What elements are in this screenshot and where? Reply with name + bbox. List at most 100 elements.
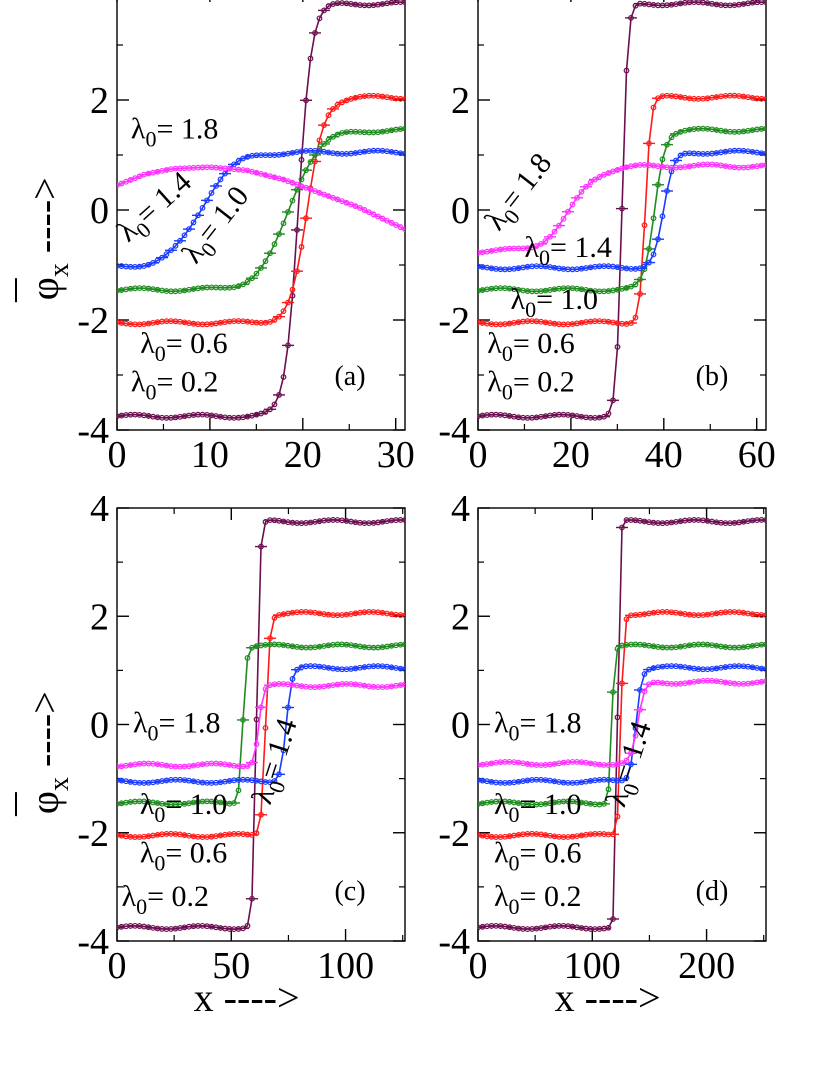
data-point <box>641 263 648 270</box>
data-point <box>650 251 657 258</box>
x-tick-label: 60 <box>738 434 776 476</box>
series-01-0 <box>478 125 766 295</box>
y-tick-label: 2 <box>90 80 109 122</box>
data-point <box>262 258 269 265</box>
data-point <box>244 922 251 929</box>
series-01-8 <box>117 681 405 770</box>
y-tick-label: -4 <box>77 410 109 452</box>
data-area <box>117 517 405 932</box>
series-annotation: λ0= 0.2 <box>122 880 209 919</box>
y-tick-label: 2 <box>451 80 470 122</box>
data-point <box>253 830 260 837</box>
y-tick-label: 0 <box>90 705 109 747</box>
series-00-6 <box>478 92 766 328</box>
data-point <box>542 238 549 244</box>
data-point <box>208 190 215 196</box>
series-annotation: λ0= 1.0 <box>494 788 581 827</box>
data-point <box>253 741 260 748</box>
data-point <box>659 156 666 163</box>
series-annotation: λ0= 1.0 <box>140 788 227 827</box>
series-01-4 <box>478 147 766 273</box>
data-point <box>316 137 323 144</box>
series-annotation: λ0= 1.8 <box>478 147 563 240</box>
series-annotation: λ0= 1.8 <box>133 707 220 746</box>
series-annotation: λ0= 1.4 <box>111 165 202 253</box>
data-point <box>280 308 287 315</box>
series-annotation: λ0= 1.0 <box>511 283 598 322</box>
data-point <box>298 176 305 183</box>
panel-label: (c) <box>334 876 365 907</box>
data-point <box>244 278 251 285</box>
data-point <box>605 786 612 793</box>
series-annotation: λ0= 0.6 <box>487 327 574 366</box>
data-point <box>172 242 179 249</box>
series-annotation: λ0= 1.4 <box>524 231 611 270</box>
data-point <box>605 924 612 931</box>
data-point <box>605 410 612 417</box>
data-point <box>325 112 332 119</box>
data-point <box>614 813 621 820</box>
x-axis-label: x ----> <box>194 975 300 1020</box>
series-00-2 <box>117 0 405 421</box>
x-tick-label: 30 <box>377 434 415 476</box>
series-01-4 <box>117 147 405 270</box>
data-point <box>271 317 278 323</box>
y-tick-label: -4 <box>438 410 470 452</box>
data-point <box>632 281 639 288</box>
data-point <box>641 688 648 695</box>
data-point <box>262 686 269 693</box>
series-01-8 <box>117 164 405 233</box>
series-00-6 <box>117 609 405 840</box>
y-tick-label: -4 <box>438 921 470 963</box>
data-point <box>253 270 260 277</box>
series-annotation: λ0= 0.2 <box>494 880 581 919</box>
series-00-6 <box>478 609 766 840</box>
x-tick-label: 0 <box>108 945 127 987</box>
data-point <box>280 747 287 754</box>
x-tick-label: 0 <box>469 434 488 476</box>
data-point <box>325 137 332 143</box>
data-point <box>623 774 630 781</box>
data-point <box>235 787 242 794</box>
panel-label: (a) <box>334 361 365 392</box>
series-01-0 <box>478 641 766 808</box>
data-point <box>289 676 296 682</box>
data-point <box>578 188 585 195</box>
data-point <box>668 134 675 141</box>
x-tick-label: 10 <box>191 434 229 476</box>
data-point <box>307 55 314 62</box>
data-point <box>560 215 567 222</box>
data-point <box>298 156 305 163</box>
y-tick-label: 4 <box>90 488 109 530</box>
y-axis-label: φx ----> <box>22 691 75 814</box>
y-axis-label: φx ----> <box>22 177 75 300</box>
x-tick-label: 0 <box>469 945 488 987</box>
data-point <box>271 401 278 408</box>
x-tick-label: 200 <box>678 945 735 987</box>
series-annotation: λ0= 0.2 <box>487 366 574 405</box>
series-00-2 <box>478 517 766 932</box>
data-point <box>190 219 197 226</box>
x-tick-label: 100 <box>564 945 621 987</box>
data-point <box>199 204 206 211</box>
data-point <box>650 104 657 111</box>
data-point <box>632 314 639 321</box>
data-point <box>181 232 188 239</box>
data-point <box>289 197 296 204</box>
data-area <box>478 517 766 932</box>
data-point <box>650 215 657 222</box>
data-point <box>551 228 558 235</box>
y-tick-label: -2 <box>438 300 470 342</box>
y-tick-label: -4 <box>77 921 109 963</box>
data-point <box>614 714 621 721</box>
data-point <box>280 374 287 380</box>
data-point <box>280 220 287 227</box>
data-point <box>587 179 594 186</box>
series-01-4 <box>478 663 766 786</box>
x-tick-label: 100 <box>317 945 374 987</box>
y-tick-label: -2 <box>77 300 109 342</box>
data-point <box>316 15 323 22</box>
series-annotation: λ0= 0.6 <box>494 837 581 876</box>
